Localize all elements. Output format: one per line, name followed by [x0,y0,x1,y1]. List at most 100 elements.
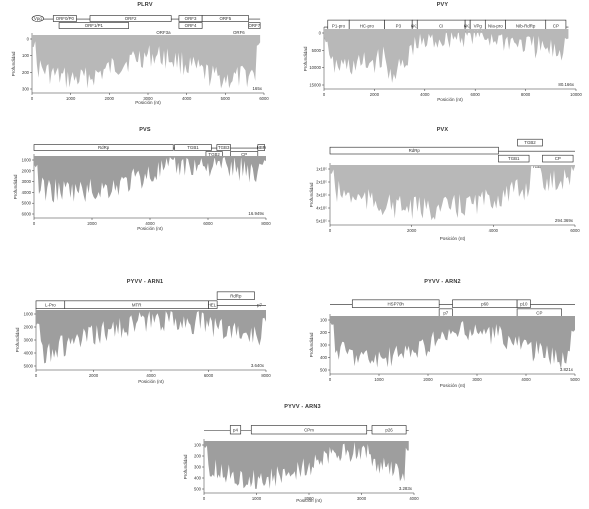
y-axis-title: Profundidad [11,51,16,76]
x-tick-label: 2000 [304,496,314,501]
y-tick-label: 200 [320,330,328,335]
coverage-area [330,165,575,221]
y-axis-title: Profundidad [303,46,308,71]
gene-rdrp-box [216,291,255,300]
y-tick-label: 300 [320,343,328,348]
gene-tgb3-label: TGB3 [532,164,544,169]
coverage-label: 3.283x [399,486,413,491]
panel-title: PLRV [137,2,153,8]
gene-hel-label: HEL [208,302,217,307]
gene-orf3-label: ORF3 [185,16,197,21]
y-axis-title: Profundidad [15,327,20,352]
gene-orf2-box [89,15,172,22]
coverage-area [324,29,569,83]
gene-p7-label: p7 [257,302,262,307]
y-tick-label: 2x10⁵ [316,180,327,185]
y-tick-label: 1000 [24,312,34,317]
y-tick-label: 5x10⁵ [316,219,327,224]
y-tick-label: 2000 [24,325,34,330]
x-tick-label: 0 [329,228,332,233]
coverage-label: 80.166x [558,82,574,87]
y-tick-label: 2000 [22,168,32,173]
panel-title: PYVV - ARN1 [126,279,164,285]
x-axis-title: Posición (nt) [296,498,322,503]
chart-pvx: RdRp TGB2 TGB1 TGB3 CP 0 2000 4000 6000 1x10⁵ 2x10… [309,138,580,241]
gene-cpm-label: CPm [304,427,314,432]
x-tick-label: 10000 [570,92,582,97]
gene-orf6-label: ORF6 [233,30,245,35]
gene-nbp-label: NBP [257,145,266,150]
x-tick-label: 2000 [370,92,380,97]
gene-orf0-p0-label: ORF0/P0 [56,16,75,21]
x-tick-label: 2000 [89,373,99,378]
x-tick-label: 1000 [252,496,262,501]
x-tick-label: 0 [33,221,36,226]
x-axis-title: Posición (nt) [437,97,463,102]
gene-cp-label: CP [555,156,561,161]
chart-plrv: Vpg ORF0/P0 ORF1/P1 ORF2 ORF3 ORF4 ORF3a ORF5 OR… [11,15,269,105]
gene-tgb3-box [216,144,231,151]
x-axis-title: Posición (nt) [440,236,466,241]
gene-orf1-p1-box [58,22,129,29]
x-tick-label: 4000 [145,221,155,226]
gene-p4-label: p4 [233,427,238,432]
x-tick-label: 0 [323,92,326,97]
gene-rdrp-label: RdRp [98,145,110,150]
gene-orf7-box [248,22,261,29]
y-tick-label: 500 [320,368,328,373]
panel-pvy: PVY P1-pro HC-pro P3 6K1 CI 6K2 VPg NIa-pro NIb-… [300,2,585,110]
x-tick-label: 6000 [570,228,580,233]
y-tick-label: 300 [194,465,202,470]
panel-pyvv-arn2: PYVV - ARN2 HSP70h p7 p60 p10 CP 0 1000 2000 300… [300,279,585,392]
gene-p10-box [516,299,531,308]
gene-vpg-label: Vpg [34,16,42,21]
x-tick-label: 6000 [203,221,213,226]
x-tick-label: 0 [329,377,332,382]
y-tick-label: 3x10⁵ [316,193,327,198]
gene-orf3a-label: ORF3a [156,30,171,35]
y-tick-label: 0 [319,31,322,36]
x-tick-label: 4000 [521,377,531,382]
gene-orf2-label: ORF2 [125,16,137,21]
coverage-label: 16.949x [248,211,264,216]
y-tick-label: 4x10⁵ [316,206,327,211]
gene-orf0-p0-box [52,15,77,22]
gene-nia-pro-label: NIa-pro [488,24,503,29]
y-axis-title: Profundidad [309,332,314,357]
y-tick-label: 100 [194,443,202,448]
gene-cp-label: CP [536,310,542,315]
gene-vpg-box [31,15,44,22]
y-tick-label: 300 [22,87,30,92]
coverage-area [330,316,575,370]
gene-p60-label: p60 [481,301,489,306]
gene-p10-label: p10 [520,301,528,306]
y-tick-label: 4000 [24,351,34,356]
gene-cp-label: CP [553,24,559,29]
coverage-label: 294.369x [555,218,574,223]
gene-rdrp-label: RdRp [409,148,421,153]
gene-tgb1-box [174,144,212,151]
y-tick-label: 200 [22,70,30,75]
gene-tgb1-box [498,154,530,163]
gene-p26-label: p26 [385,427,393,432]
chart-pvy: P1-pro HC-pro P3 6K1 CI 6K2 VPg NIa-pro NIb-RdRp… [303,19,582,102]
gene-cpm-box [250,425,368,435]
coverage-label: 3.640x [251,363,265,368]
x-tick-label: 4000 [489,228,499,233]
coverage-area [36,310,266,364]
gene-6k1-label: 6K1 [411,24,419,29]
chart-pvs: RdRp TGB1 TGB2 TGB3 CP NBP 0 2000 4000 6000 8000 10… [13,144,271,231]
gene-tgb3-label: TGB3 [218,145,230,150]
panel-title: PVY [436,2,449,8]
y-tick-label: 100 [22,53,30,58]
x-axis-title: Posición (nt) [135,100,161,105]
y-tick-label: 5000 [312,48,322,53]
panel-title: PVX [436,127,449,133]
x-tick-label: 8000 [521,92,531,97]
gene-tgb2-label: TGB2 [208,152,220,157]
gene-nib-rdrp-label: NIb-RdRp [516,24,536,29]
gene-hsp70h-box [351,299,440,308]
x-tick-label: 2000 [105,96,115,101]
coverage-label: 3.821x [560,367,574,372]
x-tick-label: 8000 [261,221,271,226]
